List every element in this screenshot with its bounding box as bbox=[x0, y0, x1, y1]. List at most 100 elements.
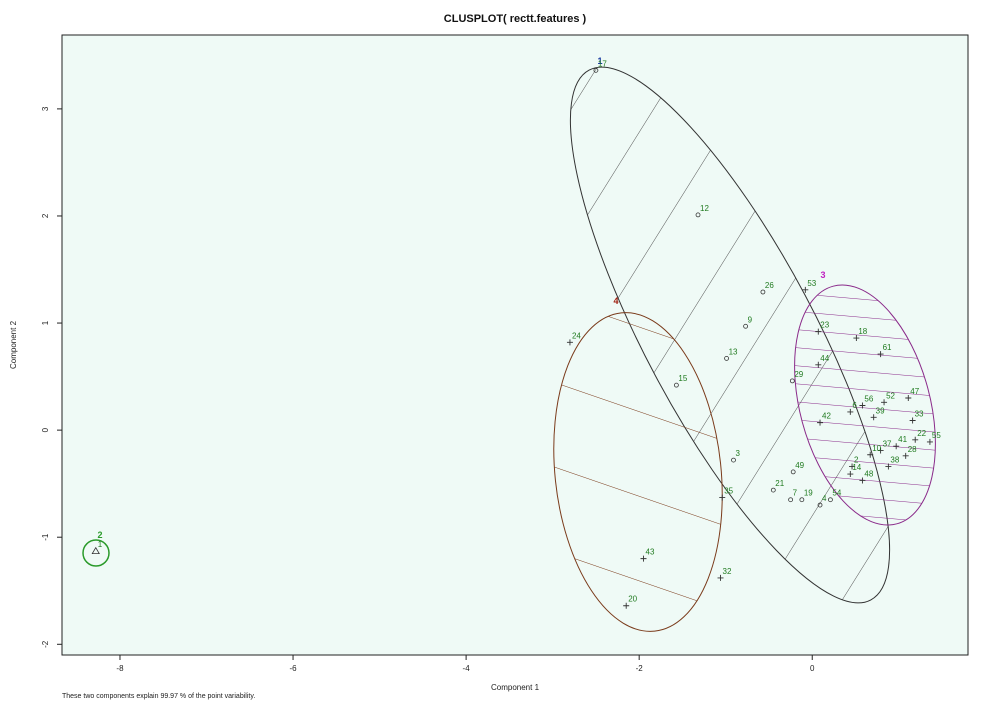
point bbox=[909, 417, 916, 424]
point bbox=[788, 497, 794, 503]
point bbox=[91, 546, 100, 555]
point-label: 52 bbox=[886, 391, 895, 400]
point-label: 44 bbox=[820, 354, 829, 363]
point bbox=[731, 457, 736, 463]
point-label: 53 bbox=[807, 279, 816, 288]
point-label: 32 bbox=[723, 567, 732, 576]
point bbox=[789, 378, 795, 384]
point-label: 12 bbox=[700, 204, 709, 213]
point bbox=[623, 602, 630, 609]
point bbox=[877, 351, 884, 358]
point-label: 7 bbox=[793, 489, 798, 498]
point bbox=[849, 463, 856, 470]
point bbox=[815, 328, 822, 335]
y-tick-label: -1 bbox=[41, 533, 50, 541]
y-tick-label: 2 bbox=[41, 213, 50, 218]
ellipse-2 bbox=[82, 539, 110, 567]
point bbox=[912, 436, 919, 443]
point bbox=[695, 212, 701, 218]
point bbox=[799, 497, 805, 503]
point-label: 3 bbox=[735, 449, 740, 458]
y-tick-label: 0 bbox=[41, 427, 50, 432]
point bbox=[877, 447, 884, 454]
point-label: 6 bbox=[852, 401, 857, 410]
point-label: 26 bbox=[765, 281, 774, 290]
y-tick-label: -2 bbox=[41, 640, 50, 648]
cluster-label: 3 bbox=[820, 270, 825, 280]
point bbox=[853, 335, 860, 342]
point bbox=[881, 399, 888, 406]
cluster-label: 2 bbox=[97, 530, 102, 540]
point-label: 4 bbox=[822, 494, 827, 503]
point bbox=[885, 463, 892, 470]
point-label: 9 bbox=[748, 315, 753, 324]
point-label: 1 bbox=[98, 540, 103, 549]
point bbox=[790, 469, 796, 475]
point bbox=[566, 339, 573, 346]
cluster-label: 1 bbox=[597, 56, 602, 66]
point-label: 14 bbox=[852, 463, 861, 472]
point bbox=[870, 414, 877, 421]
point-label: 23 bbox=[820, 321, 829, 330]
x-tick-label: 0 bbox=[810, 664, 815, 673]
point bbox=[673, 382, 679, 388]
point-label: 18 bbox=[858, 327, 867, 336]
cluster-label: 4 bbox=[613, 296, 618, 306]
ellipse-3 bbox=[794, 284, 936, 526]
point bbox=[902, 452, 909, 459]
point-label: 61 bbox=[883, 343, 892, 352]
point-label: 39 bbox=[876, 406, 885, 415]
point-label: 56 bbox=[864, 395, 873, 404]
point bbox=[817, 419, 824, 426]
point-label: 2 bbox=[854, 456, 859, 465]
point bbox=[717, 574, 724, 581]
point bbox=[828, 497, 833, 503]
point bbox=[859, 402, 866, 409]
chart-title: CLUSPLOT( rectt.features ) bbox=[444, 13, 587, 25]
point bbox=[724, 355, 729, 361]
y-axis-label: Component 2 bbox=[9, 320, 18, 369]
point bbox=[893, 443, 900, 450]
point-label: 55 bbox=[932, 431, 941, 440]
point bbox=[719, 494, 726, 501]
ellipse-4 bbox=[553, 312, 723, 632]
x-tick-label: -6 bbox=[289, 664, 297, 673]
footnote: These two components explain 99.97 % of … bbox=[62, 693, 255, 700]
x-axis-label: Component 1 bbox=[491, 683, 540, 692]
point bbox=[640, 555, 647, 562]
point-label: 33 bbox=[915, 409, 924, 418]
x-tick-label: -2 bbox=[636, 664, 644, 673]
cluster-ellipses bbox=[82, 66, 936, 632]
point-label: 21 bbox=[775, 479, 784, 488]
point bbox=[743, 323, 749, 329]
point bbox=[817, 502, 823, 508]
y-tick-label: 3 bbox=[41, 106, 50, 111]
point-label: 29 bbox=[794, 370, 803, 379]
point-label: 37 bbox=[883, 439, 892, 448]
point bbox=[867, 451, 874, 458]
point-label: 49 bbox=[795, 461, 804, 470]
point-label: 41 bbox=[898, 435, 907, 444]
point bbox=[593, 67, 599, 73]
x-tick-label: -8 bbox=[116, 664, 124, 673]
point-label: 28 bbox=[908, 445, 917, 454]
point bbox=[859, 477, 866, 484]
x-tick-label: -4 bbox=[463, 664, 471, 673]
point-label: 42 bbox=[822, 412, 831, 421]
point-label: 47 bbox=[910, 387, 919, 396]
point-label: 35 bbox=[724, 487, 733, 496]
point-label: 13 bbox=[729, 347, 738, 356]
point bbox=[815, 361, 822, 368]
point bbox=[847, 471, 854, 478]
point-label: 54 bbox=[832, 489, 841, 498]
point-label: 24 bbox=[572, 331, 581, 340]
point-label: 38 bbox=[890, 456, 899, 465]
point-label: 22 bbox=[917, 429, 926, 438]
point-label: 20 bbox=[628, 595, 637, 604]
y-tick-label: 1 bbox=[41, 320, 50, 325]
point-label: 48 bbox=[864, 469, 873, 478]
point-label: 10 bbox=[872, 444, 881, 453]
point bbox=[926, 438, 933, 445]
point bbox=[905, 395, 912, 402]
